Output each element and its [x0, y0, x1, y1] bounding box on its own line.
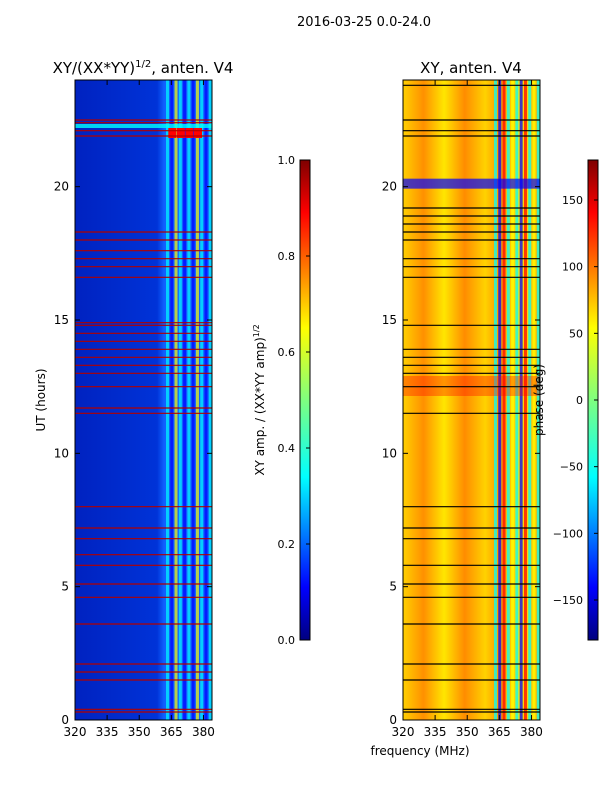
amplitude-colorbar: 0.0 0.2 0.4 0.6 0.8 1.0 XY amp. / (XX*YY amp)… [252, 154, 311, 647]
phase-colorbar-tick-label: −150 [553, 594, 583, 607]
amplitude-y-tick-label: 15 [54, 313, 69, 327]
phase-x-tick-label: 365 [488, 725, 511, 739]
amplitude-spectral-column [200, 80, 204, 720]
phase-colorbar-tick-label: −100 [553, 527, 583, 540]
amplitude-colorbar-tick-label: 0.0 [278, 634, 296, 647]
phase-colorbar-tick-label: 150 [562, 194, 583, 207]
amplitude-colorbar-label-main: XY amp. / (XX*YY amp) [253, 337, 267, 475]
amplitude-title-exponent: 1/2 [135, 59, 151, 70]
phase-spectral-column [498, 80, 502, 720]
phase-axes-frame [402, 79, 541, 721]
phase-x-tick-label: 335 [424, 725, 447, 739]
phase-x-tick-label: 350 [456, 725, 479, 739]
amplitude-x-tick-label: 380 [192, 725, 215, 739]
phase-x-axis-label: frequency (MHz) [370, 744, 469, 758]
amplitude-spectral-column [183, 80, 187, 720]
phase-panel-title: XY, anten. V4 [420, 59, 522, 77]
amplitude-heatmap-columns [75, 80, 212, 720]
phase-colorbar-tick-label: 50 [569, 327, 583, 340]
phase-colorbar-ticks: −150 −100 −50 0 50 100 150 [553, 194, 598, 607]
phase-colorbar: −150 −100 −50 0 50 100 150 phase (deg) [532, 159, 599, 641]
amplitude-hot-spot [194, 128, 203, 138]
amplitude-panel-title: XY/(XX*YY)1/2, anten. V4 [53, 59, 234, 77]
amplitude-colorbar-tick-label: 1.0 [278, 154, 296, 167]
amplitude-spectral-column [165, 80, 169, 720]
amplitude-hot-spot [185, 128, 194, 138]
phase-colorbar-tick-label: 100 [562, 261, 583, 274]
phase-y-tick-label: 15 [382, 313, 397, 327]
amplitude-panel: XY/(XX*YY)1/2, anten. V4 320 335 350 365 380… [34, 59, 233, 739]
figure-suptitle: 2016-03-25 0.0-24.0 [297, 15, 431, 30]
amplitude-flag-lines [75, 119, 212, 713]
phase-spectral-column [511, 80, 515, 720]
amplitude-y-ticks: 0 5 10 15 20 [54, 180, 212, 727]
phase-panel: XY, anten. V4 320 335 350 365 380 0 5 10 15 20 f… [370, 59, 542, 758]
phase-colorbar-tick-label: 0 [576, 394, 583, 407]
amplitude-spectral-column [208, 80, 212, 720]
amplitude-colorbar-tick-label: 0.6 [278, 346, 296, 359]
amplitude-y-tick-label: 10 [54, 446, 69, 460]
phase-y-tick-label: 5 [389, 580, 397, 594]
phase-warm-band [403, 376, 540, 396]
phase-spectral-column [528, 80, 532, 720]
amplitude-title-main: XY/(XX*YY) [53, 59, 136, 77]
amplitude-colorbar-tick-label: 0.2 [278, 538, 296, 551]
phase-x-tick-label: 380 [520, 725, 543, 739]
phase-spectral-column [515, 80, 519, 720]
amplitude-hot-spot [176, 128, 185, 138]
phase-flag-lines [403, 84, 540, 713]
amplitude-spectral-column [187, 80, 191, 720]
amplitude-spectral-column [191, 80, 195, 720]
amplitude-colorbar-tick-label: 0.8 [278, 250, 296, 263]
phase-dark-band [403, 178, 540, 189]
phase-y-tick-label: 10 [382, 446, 397, 460]
amplitude-hot-spot [168, 128, 177, 138]
phase-y-tick-label: 0 [389, 713, 397, 727]
amplitude-y-tick-label: 5 [61, 580, 69, 594]
amplitude-y-axis-label: UT (hours) [34, 368, 48, 431]
phase-spectral-column [523, 80, 527, 720]
amplitude-x-tick-label: 350 [128, 725, 151, 739]
amplitude-axes-frame [74, 79, 213, 721]
amplitude-spectral-column [204, 80, 208, 720]
amplitude-colorbar-gradient [299, 159, 311, 641]
phase-colorbar-label: phase (deg) [532, 364, 546, 436]
amplitude-x-tick-label: 320 [64, 725, 87, 739]
phase-spectral-column [536, 80, 540, 720]
amplitude-colorbar-ticks: 0.0 0.2 0.4 0.6 0.8 1.0 [278, 154, 310, 647]
amplitude-spectral-column [178, 80, 182, 720]
amplitude-spectral-column [195, 80, 199, 720]
amplitude-colorbar-label: XY amp. / (XX*YY amp)1/2 [252, 324, 267, 475]
phase-colorbar-tick-label: −50 [560, 461, 583, 474]
phase-y-tick-label: 20 [382, 180, 397, 194]
phase-spectral-column [493, 80, 497, 720]
phase-spectral-column [519, 80, 523, 720]
amplitude-colorbar-tick-label: 0.4 [278, 442, 296, 455]
phase-spectral-column [532, 80, 536, 720]
amplitude-title-suffix: , anten. V4 [151, 59, 233, 77]
phase-spectral-column [506, 80, 510, 720]
phase-y-ticks: 0 5 10 15 20 [382, 180, 540, 727]
amplitude-colorbar-label-exponent: 1/2 [252, 324, 261, 337]
phase-x-ticks: 320 335 350 365 380 [392, 80, 543, 739]
amplitude-x-tick-label: 335 [96, 725, 119, 739]
phase-x-tick-label: 320 [392, 725, 415, 739]
amplitude-x-ticks: 320 335 350 365 380 [64, 80, 215, 739]
amplitude-spectral-column [174, 80, 178, 720]
phase-spectral-column [502, 80, 506, 720]
amplitude-y-tick-label: 20 [54, 180, 69, 194]
amplitude-y-tick-label: 0 [61, 713, 69, 727]
phase-heatmap-columns [403, 80, 540, 720]
amplitude-x-tick-label: 365 [160, 725, 183, 739]
amplitude-bright-band [75, 124, 212, 128]
amplitude-spectral-column [170, 80, 174, 720]
